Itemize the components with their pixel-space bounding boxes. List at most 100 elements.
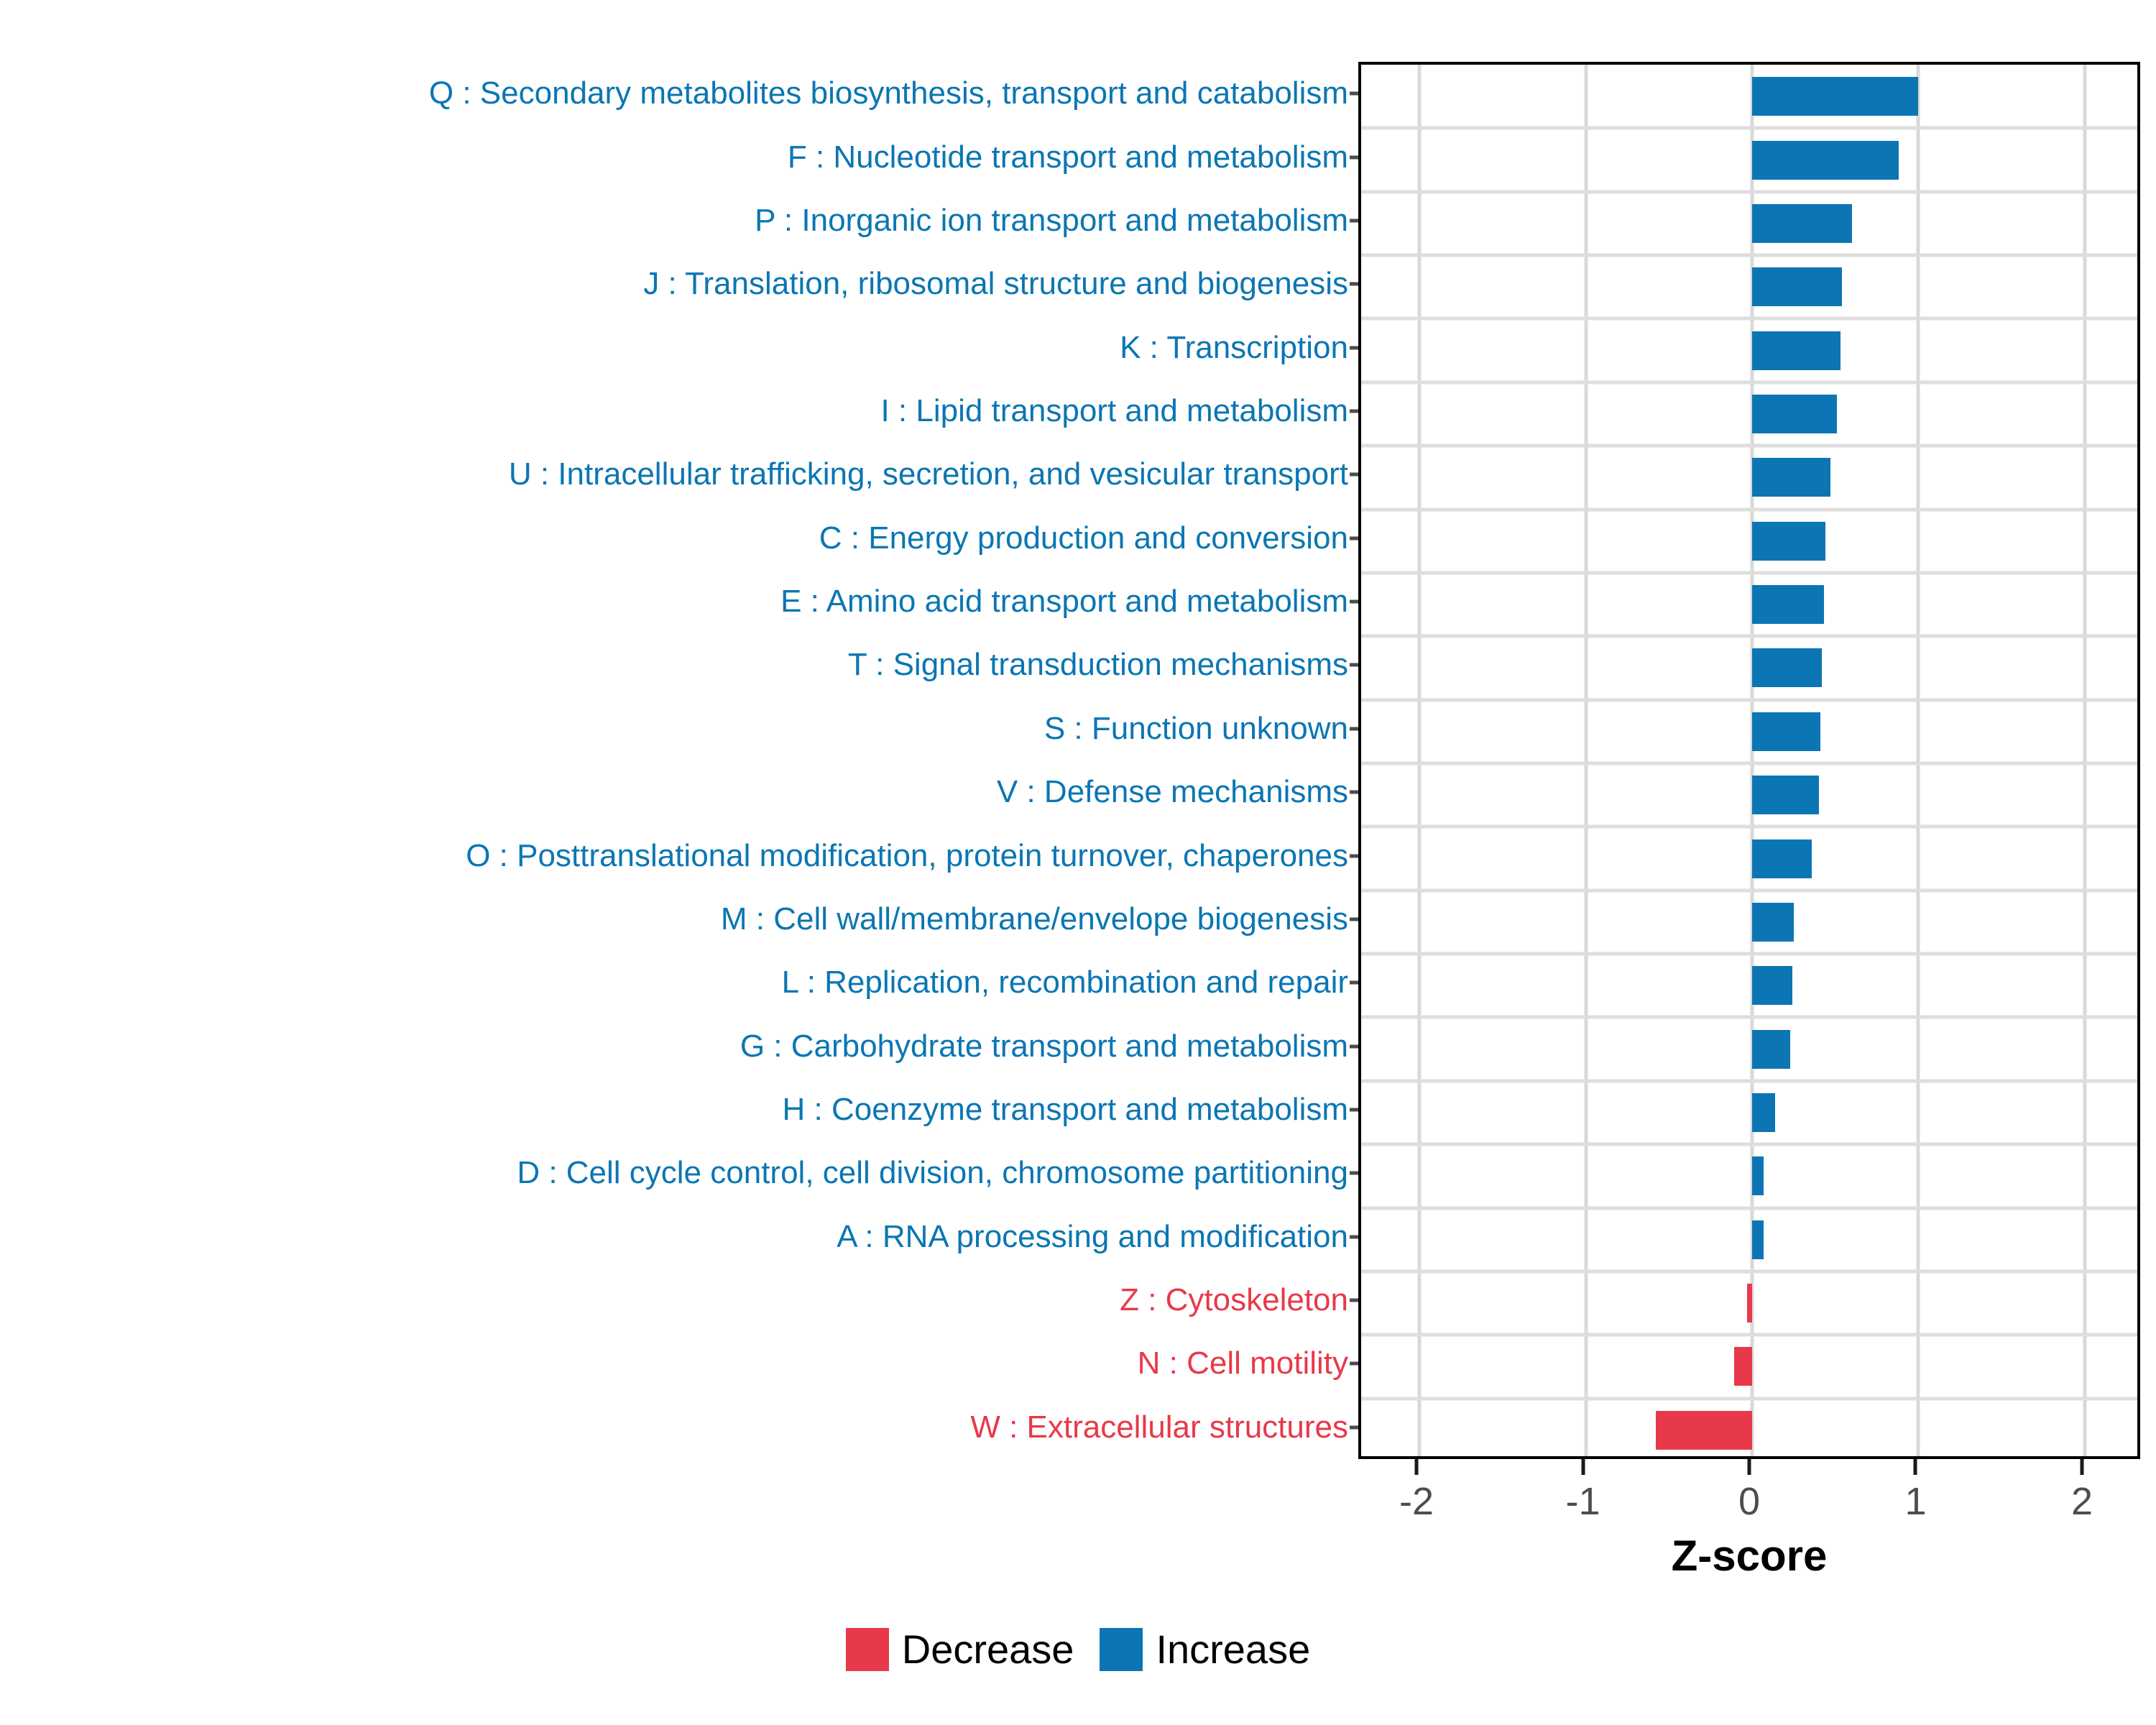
gridline-horizontal-9 bbox=[1361, 634, 2137, 638]
y-axis-tick bbox=[1350, 346, 1360, 350]
legend-label-increase: Increase bbox=[1156, 1627, 1311, 1672]
legend: Decrease Increase bbox=[0, 1626, 2156, 1673]
x-axis-tick-label: 2 bbox=[2070, 1480, 2093, 1523]
gridline-horizontal-3 bbox=[1361, 253, 2137, 257]
gridline-vertical-1 bbox=[1584, 65, 1588, 1456]
gridline-horizontal-17 bbox=[1361, 1142, 2137, 1146]
bar[interactable] bbox=[1752, 331, 1841, 370]
bar[interactable] bbox=[1752, 1220, 1764, 1259]
y-axis-tick bbox=[1350, 472, 1360, 477]
legend-item-decrease[interactable]: Decrease bbox=[845, 1626, 1074, 1673]
bar[interactable] bbox=[1752, 712, 1820, 751]
y-axis-tick bbox=[1350, 1171, 1360, 1175]
gridline-horizontal-6 bbox=[1361, 443, 2137, 448]
y-axis-label: V : Defense mechanisms bbox=[996, 774, 1348, 810]
bar[interactable] bbox=[1747, 1284, 1752, 1323]
bar[interactable] bbox=[1752, 77, 1919, 116]
bar[interactable] bbox=[1752, 395, 1838, 433]
x-axis-tick bbox=[2080, 1459, 2084, 1475]
gridline-horizontal-14 bbox=[1361, 952, 2137, 956]
gridline-horizontal-16 bbox=[1361, 1079, 2137, 1083]
y-axis-label: F : Nucleotide transport and metabolism bbox=[787, 139, 1348, 175]
decrease-swatch-icon bbox=[845, 1627, 889, 1671]
y-axis-label: P : Inorganic ion transport and metaboli… bbox=[755, 202, 1348, 238]
bar[interactable] bbox=[1752, 966, 1792, 1006]
bar[interactable] bbox=[1752, 648, 1823, 688]
gridline-horizontal-2 bbox=[1361, 190, 2137, 194]
y-axis-label: E : Amino acid transport and metabolism bbox=[780, 584, 1348, 620]
y-axis-tick bbox=[1350, 282, 1360, 286]
gridline-horizontal-10 bbox=[1361, 698, 2137, 702]
bar[interactable] bbox=[1752, 203, 1852, 243]
y-axis-label: J : Translation, ribosomal structure and… bbox=[643, 266, 1348, 302]
y-axis-label: I : Lipid transport and metabolism bbox=[880, 393, 1348, 428]
bar[interactable] bbox=[1752, 521, 1825, 561]
y-axis-tick bbox=[1350, 91, 1360, 96]
y-axis-tick bbox=[1350, 1235, 1360, 1239]
y-axis-label: O : Posttranslational modification, prot… bbox=[466, 837, 1348, 873]
y-axis-tick bbox=[1350, 727, 1360, 731]
y-axis-label: S : Function unknown bbox=[1044, 710, 1348, 746]
y-axis-label: U : Intracellular trafficking, secretion… bbox=[508, 456, 1348, 492]
bar[interactable] bbox=[1752, 1156, 1764, 1196]
gridline-horizontal-21 bbox=[1361, 1397, 2137, 1401]
y-axis-tick bbox=[1350, 980, 1360, 985]
bar[interactable] bbox=[1752, 458, 1830, 497]
bar[interactable] bbox=[1752, 902, 1794, 942]
y-axis-label: Q : Secondary metabolites biosynthesis, … bbox=[428, 75, 1348, 111]
x-axis-tick-label: 1 bbox=[1904, 1480, 1927, 1523]
gridline-horizontal-8 bbox=[1361, 571, 2137, 575]
gridline-vertical-0 bbox=[1417, 65, 1422, 1456]
y-axis-tick bbox=[1350, 409, 1360, 413]
gridline-horizontal-7 bbox=[1361, 507, 2137, 512]
bar[interactable] bbox=[1752, 267, 1842, 307]
y-axis-tick bbox=[1350, 790, 1360, 794]
y-axis-label: A : RNA processing and modification bbox=[837, 1218, 1348, 1254]
bar[interactable] bbox=[1752, 1093, 1776, 1132]
bar[interactable] bbox=[1752, 839, 1812, 878]
y-axis-label: T : Signal transduction mechanisms bbox=[847, 647, 1348, 683]
y-axis-label: W : Extracellular structures bbox=[970, 1409, 1348, 1445]
y-axis-tick bbox=[1350, 917, 1360, 921]
bar[interactable] bbox=[1752, 1029, 1791, 1069]
bar[interactable] bbox=[1752, 585, 1824, 625]
x-axis-tick bbox=[1414, 1459, 1419, 1475]
y-axis-tick bbox=[1350, 536, 1360, 540]
y-axis-tick bbox=[1350, 1298, 1360, 1302]
x-axis-tick bbox=[1581, 1459, 1585, 1475]
x-axis-title: Z-score bbox=[1671, 1532, 1828, 1580]
y-axis-label: D : Cell cycle control, cell division, c… bbox=[517, 1155, 1348, 1191]
bar[interactable] bbox=[1655, 1410, 1752, 1450]
gridline-horizontal-18 bbox=[1361, 1206, 2137, 1210]
y-axis-label: K : Transcription bbox=[1120, 329, 1348, 365]
y-axis-label: N : Cell motility bbox=[1137, 1346, 1348, 1381]
y-axis-tick bbox=[1350, 1044, 1360, 1049]
x-axis-tick-label: 0 bbox=[1738, 1480, 1761, 1523]
y-axis-tick bbox=[1350, 1425, 1360, 1430]
y-axis-label: Z : Cytoskeleton bbox=[1120, 1282, 1348, 1318]
bar[interactable] bbox=[1752, 776, 1819, 815]
gridline-horizontal-4 bbox=[1361, 316, 2137, 321]
increase-swatch-icon bbox=[1100, 1627, 1143, 1671]
gridline-horizontal-5 bbox=[1361, 380, 2137, 385]
gridline-horizontal-12 bbox=[1361, 824, 2137, 829]
x-axis-tick bbox=[1913, 1459, 1917, 1475]
legend-item-increase[interactable]: Increase bbox=[1100, 1626, 1310, 1673]
gridline-horizontal-13 bbox=[1361, 888, 2137, 893]
y-axis-labels: Q : Secondary metabolites biosynthesis, … bbox=[0, 62, 1360, 1459]
y-axis-tick bbox=[1350, 663, 1360, 667]
gridline-vertical-3 bbox=[1916, 65, 1920, 1456]
bar[interactable] bbox=[1752, 140, 1899, 180]
gridline-horizontal-15 bbox=[1361, 1015, 2137, 1019]
gridline-horizontal-11 bbox=[1361, 761, 2137, 765]
gridline-vertical-2 bbox=[1750, 65, 1754, 1456]
gridline-horizontal-19 bbox=[1361, 1269, 2137, 1274]
y-axis-label: L : Replication, recombination and repai… bbox=[781, 965, 1348, 1000]
y-axis-tick bbox=[1350, 218, 1360, 223]
x-axis-tick bbox=[1747, 1459, 1751, 1475]
legend-label-decrease: Decrease bbox=[901, 1627, 1074, 1672]
bar[interactable] bbox=[1733, 1347, 1752, 1386]
y-axis-tick bbox=[1350, 854, 1360, 858]
x-axis-tick-label: -2 bbox=[1399, 1480, 1434, 1523]
